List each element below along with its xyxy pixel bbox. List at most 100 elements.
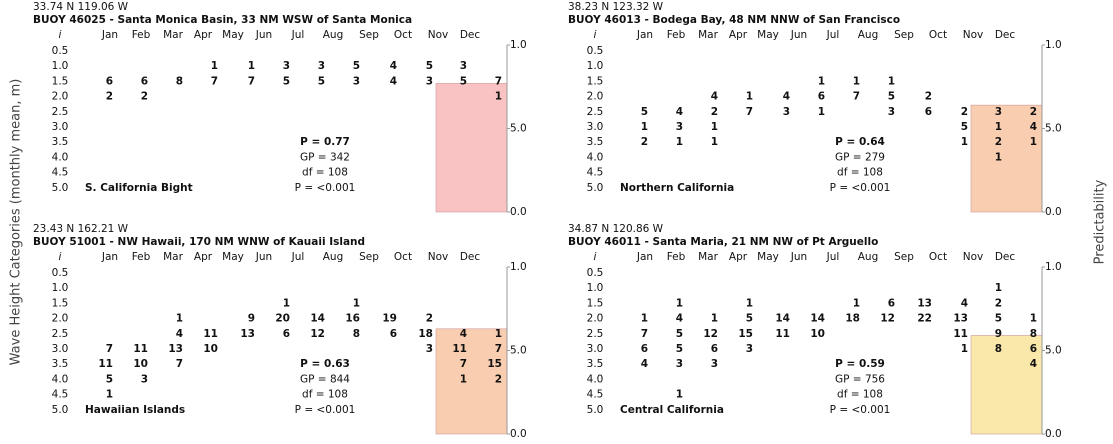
count: 4	[1030, 358, 1037, 370]
month-label: Sep	[894, 251, 914, 263]
count: 3	[353, 75, 360, 87]
count: 3	[426, 75, 433, 87]
count: 3	[746, 343, 753, 355]
region: Hawaiian Islands	[85, 404, 185, 416]
count: 1	[995, 151, 1002, 163]
count: 1	[1030, 136, 1037, 148]
month-label: Jan	[636, 251, 653, 263]
count: 11	[133, 343, 148, 355]
row-label: 2.5	[52, 106, 69, 118]
count: 15	[738, 328, 753, 340]
count: 1	[106, 389, 113, 401]
count: 4	[390, 75, 397, 87]
count: 1	[460, 373, 467, 385]
count: 14	[810, 313, 825, 325]
count: 18	[418, 328, 433, 340]
count: 2	[641, 136, 648, 148]
row-label: 4.0	[52, 151, 69, 163]
tick-label: 1.0	[1045, 261, 1062, 273]
tick-label: 5.0	[1045, 345, 1062, 357]
row-label: 2.5	[587, 328, 604, 340]
row-label: 2.5	[52, 328, 69, 340]
count: 1	[961, 136, 968, 148]
count: 5	[676, 343, 683, 355]
month-label: May	[757, 251, 779, 263]
row-label: 3.5	[52, 358, 69, 370]
month-label: May	[222, 251, 244, 263]
count: 3	[460, 60, 467, 72]
count: 1	[211, 60, 218, 72]
row-label: 1.5	[52, 75, 69, 87]
month-label: Feb	[132, 29, 151, 41]
p-stat: P = 0.59	[835, 358, 885, 370]
month-label: Feb	[667, 251, 686, 263]
count: 7	[106, 343, 113, 355]
count: 7	[211, 75, 218, 87]
count: 2	[106, 91, 113, 103]
count: 1	[1030, 313, 1037, 325]
panel-title: BUOY 46025 - Santa Monica Basin, 33 NM W…	[33, 14, 412, 26]
count: 1	[676, 297, 683, 309]
count: 3	[283, 60, 290, 72]
count: 6	[1030, 343, 1037, 355]
month-label: Dec	[995, 251, 1016, 263]
row-label: 3.0	[52, 121, 69, 133]
count: 7	[853, 91, 860, 103]
count: 8	[353, 328, 360, 340]
count: 4	[1030, 121, 1037, 133]
tick-label: 0.0	[510, 428, 527, 440]
month-label: Mar	[163, 29, 183, 41]
tick-label: 5.0	[1045, 123, 1062, 135]
count: 5	[426, 60, 433, 72]
month-label: Oct	[394, 29, 412, 41]
tick-label: 1.0	[510, 261, 527, 273]
count: 10	[810, 328, 825, 340]
count: 18	[845, 313, 860, 325]
count: 5	[995, 313, 1002, 325]
count: 2	[961, 106, 968, 118]
count: 1	[676, 389, 683, 401]
count: 6	[925, 106, 932, 118]
row-label: 0.5	[52, 45, 69, 57]
count: 1	[961, 343, 968, 355]
row-label: 1.5	[587, 75, 604, 87]
month-label: Apr	[729, 29, 748, 41]
count: 1	[353, 297, 360, 309]
count: 3	[676, 121, 683, 133]
count: 19	[382, 313, 397, 325]
count: 11	[203, 328, 218, 340]
count: 8	[176, 75, 183, 87]
count: 3	[676, 358, 683, 370]
count: 2	[141, 91, 148, 103]
row-label: 5.0	[52, 182, 69, 194]
month-label: Mar	[163, 251, 183, 263]
count: 11	[953, 328, 968, 340]
count: 2	[995, 297, 1002, 309]
count: 6	[106, 75, 113, 87]
tick-label: 0.0	[1045, 206, 1062, 218]
month-label: Jul	[826, 251, 840, 263]
row-label: 4.5	[52, 167, 69, 179]
count: 4	[676, 106, 683, 118]
row-label: 0.5	[587, 45, 604, 57]
significance: P = <0.001	[295, 404, 356, 416]
count: 6	[888, 297, 895, 309]
count: 5	[283, 75, 290, 87]
p-stat: P = 0.77	[300, 136, 350, 148]
count: 6	[283, 328, 290, 340]
month-label: Oct	[394, 251, 412, 263]
count: 1	[495, 91, 502, 103]
count: 1	[995, 282, 1002, 294]
count: 1	[746, 91, 753, 103]
predictability-bar	[970, 104, 1043, 213]
month-label: Jul	[291, 29, 305, 41]
count: 2	[925, 91, 932, 103]
df-stat: df = 108	[302, 167, 348, 179]
count: 1	[888, 75, 895, 87]
count: 1	[818, 106, 825, 118]
coords: 33.74 N 119.06 W	[33, 1, 129, 13]
panel-title: BUOY 51001 - NW Hawaii, 170 NM WNW of Ka…	[33, 236, 365, 248]
count: 9	[995, 328, 1002, 340]
